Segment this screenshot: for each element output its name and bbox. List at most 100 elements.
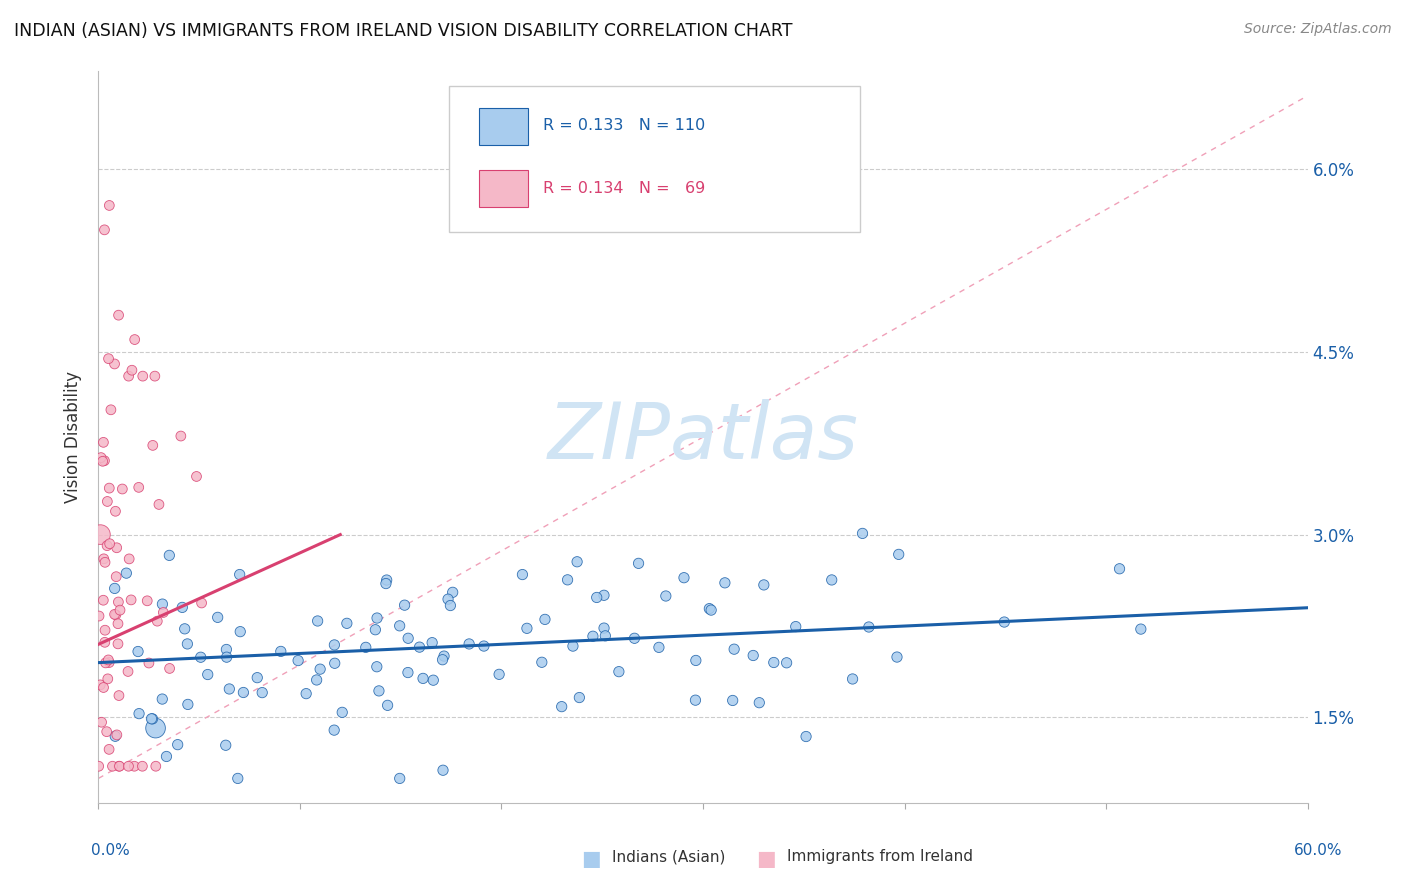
Text: Immigrants from Ireland: Immigrants from Ireland <box>787 849 973 864</box>
Point <box>330 706 353 720</box>
Point <box>94 656 117 670</box>
Point <box>89 678 111 692</box>
Point <box>250 685 273 699</box>
Point <box>685 653 707 667</box>
Point <box>127 644 149 658</box>
Point <box>98 742 121 756</box>
Point <box>120 593 142 607</box>
Point <box>142 438 165 452</box>
Point <box>159 661 181 675</box>
Point <box>287 654 309 668</box>
Point <box>90 715 112 730</box>
Point <box>858 620 880 634</box>
Point <box>672 571 695 585</box>
Point <box>458 637 481 651</box>
Point <box>412 672 434 686</box>
Point <box>699 601 721 615</box>
Point <box>557 573 579 587</box>
Point <box>368 684 391 698</box>
Point <box>886 650 908 665</box>
Point <box>623 632 645 646</box>
Point <box>582 629 605 643</box>
Point <box>98 198 121 212</box>
Point <box>93 453 115 467</box>
Point <box>714 575 737 590</box>
Point <box>190 650 212 665</box>
Point <box>104 582 127 596</box>
Text: R = 0.133   N = 110: R = 0.133 N = 110 <box>543 118 706 133</box>
Point <box>433 649 456 664</box>
Point <box>887 548 910 562</box>
Point <box>155 749 177 764</box>
Point <box>93 435 115 450</box>
Point <box>97 653 120 667</box>
Point <box>141 712 163 726</box>
Point <box>748 696 770 710</box>
Point <box>115 566 138 581</box>
Point <box>408 640 430 654</box>
Point <box>89 527 111 541</box>
Point <box>441 585 464 599</box>
Point <box>323 723 346 738</box>
Point <box>97 672 120 686</box>
Point <box>100 402 122 417</box>
Point <box>700 603 723 617</box>
Point <box>593 621 616 635</box>
Point <box>366 659 388 673</box>
Point <box>595 629 617 643</box>
Text: Indians (Asian): Indians (Asian) <box>612 849 725 864</box>
Bar <box>479 108 527 145</box>
Point <box>132 369 155 384</box>
Point <box>91 454 114 468</box>
Point <box>593 588 616 602</box>
Point <box>146 614 169 628</box>
Point <box>108 759 131 773</box>
Point <box>105 728 128 742</box>
Point <box>794 730 817 744</box>
Point <box>742 648 765 663</box>
Point <box>336 616 359 631</box>
Point <box>323 638 346 652</box>
Point <box>439 599 461 613</box>
Point <box>307 614 329 628</box>
Point <box>568 690 591 705</box>
Point <box>108 759 131 773</box>
Point <box>145 721 167 735</box>
Point <box>96 539 118 553</box>
Point <box>420 635 443 649</box>
Point <box>150 692 173 706</box>
Point <box>309 662 332 676</box>
Point <box>207 610 229 624</box>
Point <box>94 624 117 638</box>
Point <box>648 640 671 655</box>
Point <box>366 611 388 625</box>
Point <box>87 609 110 624</box>
Point <box>534 612 557 626</box>
Point <box>93 551 115 566</box>
Point <box>561 639 583 653</box>
Point <box>226 772 249 786</box>
Point <box>166 738 188 752</box>
Point <box>388 619 411 633</box>
Point <box>94 635 117 649</box>
Point <box>107 637 129 651</box>
Text: ■: ■ <box>581 849 600 869</box>
Point <box>107 616 129 631</box>
Text: ■: ■ <box>756 849 776 869</box>
Point <box>97 351 120 366</box>
Point <box>394 598 416 612</box>
Y-axis label: Vision Disability: Vision Disability <box>65 371 83 503</box>
Point <box>374 576 396 591</box>
Point <box>124 759 146 773</box>
FancyBboxPatch shape <box>449 86 860 232</box>
Bar <box>479 170 527 207</box>
Point <box>841 672 863 686</box>
Point <box>190 596 212 610</box>
Point <box>218 681 240 696</box>
Point <box>215 642 238 657</box>
Point <box>172 600 194 615</box>
Point <box>170 429 193 443</box>
Point <box>93 223 115 237</box>
Point <box>364 623 387 637</box>
Point <box>437 592 460 607</box>
